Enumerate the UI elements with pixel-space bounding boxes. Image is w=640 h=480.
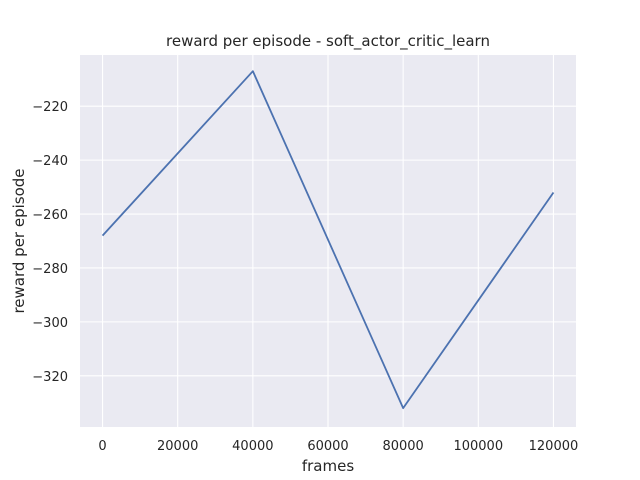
x-tick-label: 40000 [232, 439, 273, 454]
series-lines [101, 70, 555, 410]
x-tick-label: 80000 [382, 439, 423, 454]
grid [80, 55, 576, 427]
y-tick-label: −280 [32, 262, 68, 277]
y-tick-label: −300 [32, 316, 68, 331]
y-axis-title: reward per episode [10, 168, 28, 313]
x-tick-labels: 0 20000 40000 60000 80000 100000 120000 [98, 439, 578, 454]
y-tick-labels: −320 −300 −280 −260 −240 −220 [32, 100, 68, 385]
y-tick-label: −320 [32, 370, 68, 385]
x-tick-label: 0 [98, 439, 106, 454]
y-tick-label: −220 [32, 100, 68, 115]
y-tick-label: −240 [32, 154, 68, 169]
x-axis-title: frames [302, 457, 354, 475]
x-tick-label: 120000 [529, 439, 579, 454]
x-tick-label: 100000 [453, 439, 503, 454]
y-tick-label: −260 [32, 208, 68, 223]
x-tick-label: 20000 [157, 439, 198, 454]
x-tick-label: 60000 [307, 439, 348, 454]
chart-title: reward per episode - soft_actor_critic_l… [166, 32, 490, 51]
series-line [101, 70, 555, 410]
